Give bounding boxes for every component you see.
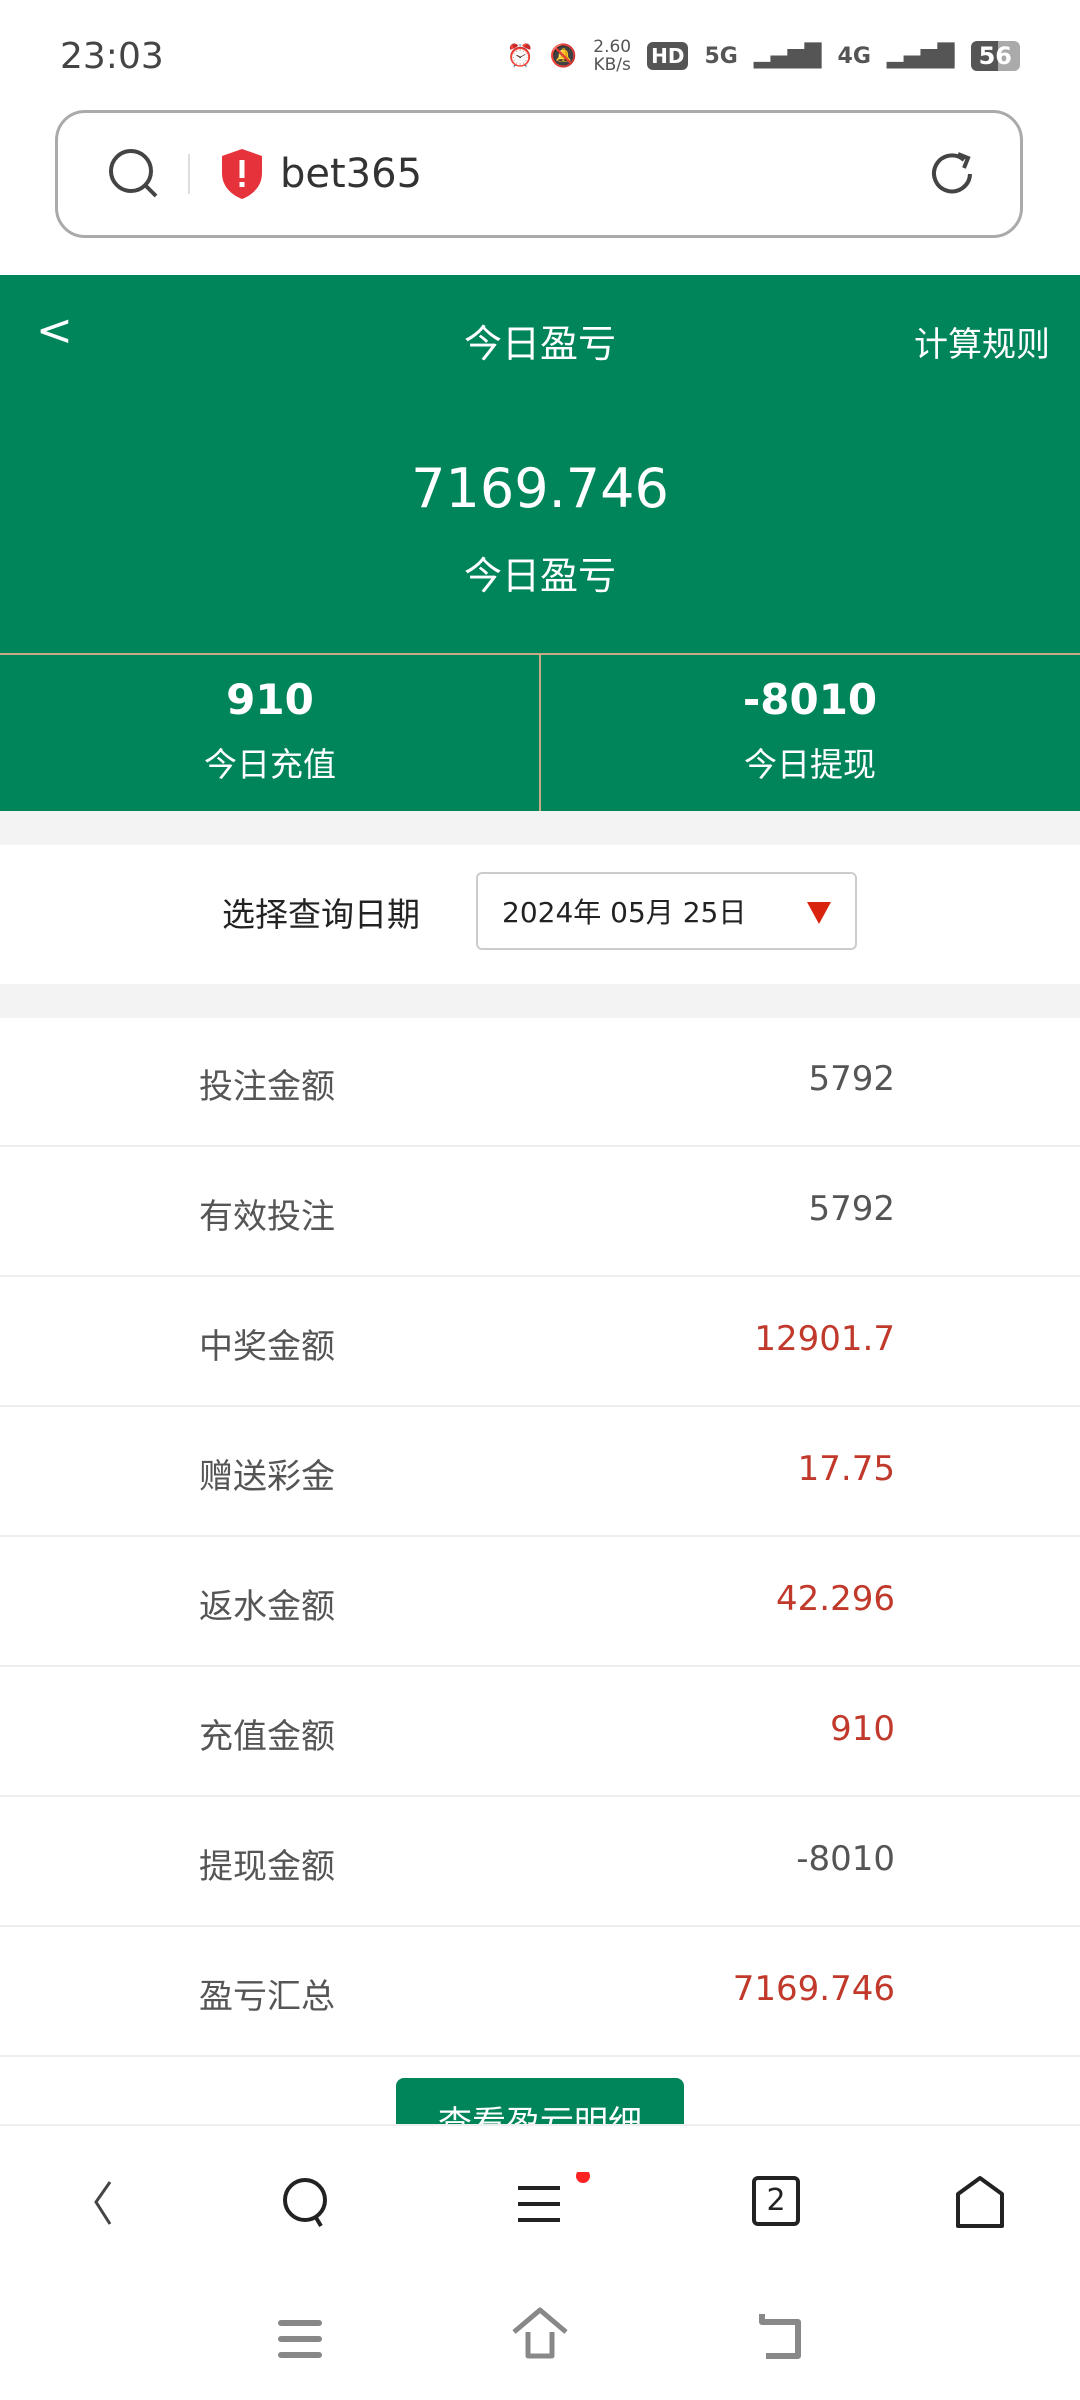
search-icon[interactable]	[275, 2172, 335, 2232]
home-icon[interactable]	[950, 2172, 1010, 2232]
row-label: 有效投注	[199, 1197, 335, 1237]
summary-row: 提现金额 -8010	[0, 1797, 1080, 1927]
date-label: 选择查询日期	[222, 895, 420, 934]
shield-warning-icon	[222, 149, 262, 199]
row-label: 投注金额	[199, 1067, 335, 1107]
row-value: 12901.7	[754, 1319, 895, 1359]
signal-5g-icon: 5G	[704, 43, 738, 69]
reload-icon[interactable]	[924, 146, 980, 202]
back-icon[interactable]	[72, 2172, 132, 2232]
alarm-icon: ⏰	[506, 43, 534, 69]
row-value: -8010	[796, 1839, 895, 1879]
row-label: 返水金额	[199, 1587, 335, 1627]
status-icons: ⏰ 🔕 2.60 KB/s HD 5G ▂▄▆█ 4G ▂▄▆█ 56	[506, 38, 1020, 74]
summary-row: 中奖金额 12901.7	[0, 1277, 1080, 1407]
summary-row: 返水金额 42.296	[0, 1537, 1080, 1667]
summary-row: 投注金额 5792	[0, 1017, 1080, 1147]
recents-icon[interactable]	[270, 2308, 330, 2368]
address-bar[interactable]: bet365	[55, 110, 1023, 238]
row-label: 提现金额	[199, 1847, 335, 1887]
signal-bars-icon: ▂▄▆█	[886, 43, 955, 69]
url-text[interactable]: bet365	[280, 151, 423, 197]
profit-header: < 今日盈亏 计算规则 7169.746 今日盈亏 910 今日充值 -8010 今…	[0, 275, 1080, 811]
row-label: 赠送彩金	[199, 1457, 335, 1497]
date-select[interactable]: 2024年 05月 25日	[476, 872, 857, 950]
row-label: 充值金额	[199, 1717, 335, 1757]
divider	[539, 655, 541, 811]
row-value: 42.296	[776, 1579, 895, 1619]
signal-4g-icon: 4G	[837, 43, 871, 69]
stat-withdraw: -8010 今日提现	[742, 675, 878, 784]
system-nav	[0, 2284, 1080, 2400]
tabs-button[interactable]: 2	[752, 2176, 800, 2226]
status-bar: 23:03 ⏰ 🔕 2.60 KB/s HD 5G ▂▄▆█ 4G ▂▄▆█ 56	[0, 0, 1080, 110]
total-profit-value: 7169.746	[411, 457, 669, 520]
spacer	[0, 811, 1080, 845]
home-nav-icon[interactable]	[510, 2304, 570, 2364]
divider	[0, 653, 1080, 655]
hd-icon: HD	[647, 42, 689, 70]
summary-row: 充值金额 910	[0, 1667, 1080, 1797]
row-value: 5792	[808, 1059, 895, 1099]
clock: 23:03	[60, 36, 164, 77]
battery-icon: 56	[970, 41, 1020, 71]
row-label: 盈亏汇总	[199, 1977, 335, 2017]
menu-icon[interactable]	[510, 2172, 600, 2232]
summary-row: 赠送彩金 17.75	[0, 1407, 1080, 1537]
dropdown-arrow-icon	[807, 902, 831, 924]
row-value: 7169.746	[732, 1969, 895, 2009]
summary-row: 有效投注 5792	[0, 1147, 1080, 1277]
divider	[188, 154, 190, 194]
spacer	[0, 984, 1080, 1018]
back-nav-icon[interactable]	[752, 2304, 812, 2364]
stat-deposit: 910 今日充值	[204, 675, 336, 784]
total-profit-label: 今日盈亏	[463, 554, 616, 598]
back-button[interactable]: <	[36, 305, 73, 356]
browser-toolbar: 2	[0, 2124, 1080, 2284]
signal-bars-icon: ▂▄▆█	[753, 43, 822, 69]
row-value: 5792	[808, 1189, 895, 1229]
summary-row: 盈亏汇总 7169.746	[0, 1927, 1080, 2057]
bell-off-icon: 🔕	[549, 43, 578, 69]
page-title: 今日盈亏	[463, 322, 616, 366]
search-icon[interactable]	[104, 144, 164, 204]
row-value: 17.75	[797, 1449, 895, 1489]
rules-link[interactable]: 计算规则	[914, 325, 1050, 365]
row-label: 中奖金额	[199, 1327, 335, 1367]
row-value: 910	[830, 1709, 895, 1749]
network-speed: 2.60 KB/s	[593, 37, 632, 75]
